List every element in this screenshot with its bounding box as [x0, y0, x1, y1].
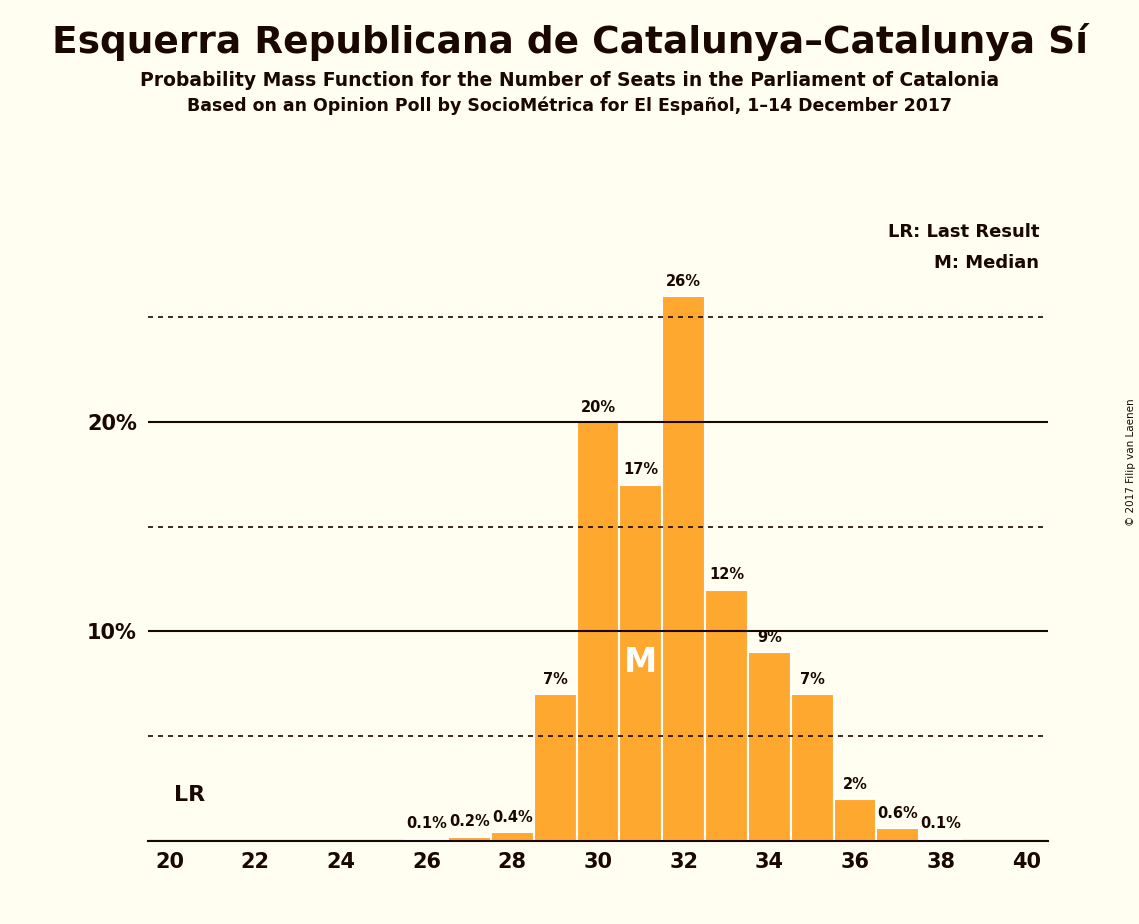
Bar [790, 694, 834, 841]
Bar [576, 422, 620, 841]
Text: Esquerra Republicana de Catalunya–Catalunya Sí: Esquerra Republicana de Catalunya–Catalu… [51, 23, 1088, 61]
Bar [448, 836, 491, 841]
Bar [534, 694, 576, 841]
Text: 0.1%: 0.1% [920, 817, 961, 832]
Text: 20%: 20% [581, 399, 615, 415]
Text: LR: Last Result: LR: Last Result [887, 223, 1039, 241]
Text: 2%: 2% [843, 776, 868, 792]
Bar [877, 828, 919, 841]
Bar [748, 652, 790, 841]
Bar [705, 590, 748, 841]
Text: 26%: 26% [666, 274, 702, 289]
Text: 9%: 9% [757, 630, 781, 645]
Bar [919, 839, 962, 841]
Text: 17%: 17% [623, 462, 658, 478]
Text: 7%: 7% [542, 672, 567, 687]
Bar [620, 485, 662, 841]
Text: © 2017 Filip van Laenen: © 2017 Filip van Laenen [1125, 398, 1136, 526]
Text: 0.1%: 0.1% [407, 817, 446, 832]
Text: 7%: 7% [800, 672, 825, 687]
Text: Probability Mass Function for the Number of Seats in the Parliament of Catalonia: Probability Mass Function for the Number… [140, 71, 999, 91]
Text: 12%: 12% [708, 567, 744, 582]
Bar [405, 839, 448, 841]
Bar [662, 297, 705, 841]
Bar [834, 799, 877, 841]
Text: M: M [624, 646, 657, 679]
Text: 0.4%: 0.4% [492, 810, 533, 825]
Text: Based on an Opinion Poll by SocioMétrica for El Español, 1–14 December 2017: Based on an Opinion Poll by SocioMétrica… [187, 96, 952, 115]
Text: M: Median: M: Median [934, 254, 1039, 273]
Text: LR: LR [174, 784, 205, 805]
Bar [491, 833, 534, 841]
Text: 0.2%: 0.2% [449, 814, 490, 830]
Text: 0.6%: 0.6% [877, 806, 918, 821]
